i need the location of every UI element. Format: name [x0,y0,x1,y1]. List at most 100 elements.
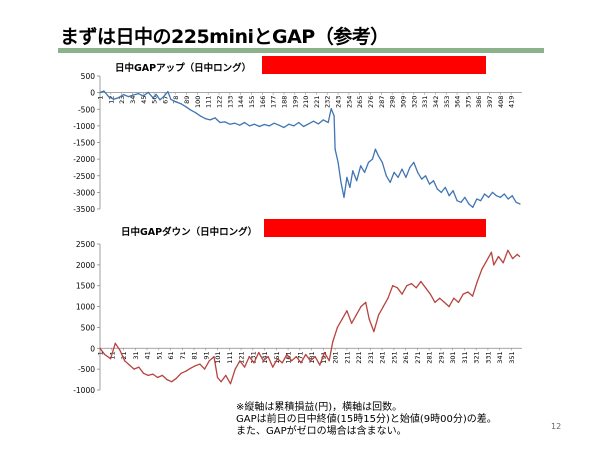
chart-2-data-point [239,360,241,362]
chart-2-x-tick-label: 171 [296,351,304,363]
chart-2-x-tick-label: 21 [120,351,128,359]
chart-1-x-tick-label: 78 [172,96,180,104]
chart-2-data-point [365,301,367,303]
chart-1-data-point [147,91,149,93]
chart-1-data-point [464,196,466,198]
chart-2-data-point [425,287,427,289]
chart-1-data-point [278,124,280,126]
chart-2-title: 日中GAPダウン（日中ロング） [121,227,258,238]
chart-1-data-point [343,196,345,198]
chart-2-data-point [507,249,509,251]
chart-1-data-point [491,191,494,193]
chart-2-data-point [319,364,321,366]
chart-2-x-tick-label: 121 [238,351,246,363]
chart-1-x-tick-label: 12 [107,96,115,104]
chart-1-data-point [293,125,295,127]
chart-2-data-point [267,356,269,358]
chart-2-data-point [157,376,159,379]
chart-1-data-point [401,168,403,170]
chart-2-data-point [253,362,255,364]
chart-2-x-tick-label: 321 [473,351,481,363]
chart-1-data-point [288,123,290,125]
chart-2-data-point [248,356,250,358]
chart-2-data-point [472,295,474,297]
chart-1-data-point [194,112,196,114]
chart-2-data-point [332,341,334,343]
chart-2-data-point [309,360,311,362]
chart-1-data-point [219,121,221,124]
chart-1-data-point [263,123,265,126]
chart-2-x-tick-label: 271 [414,351,422,363]
chart-1-data-point [507,198,509,200]
chart-1-x-tick-label: 375 [464,96,472,108]
chart-2-x-tick-label: 351 [508,351,516,363]
chart-2-x-tick-label: 201 [332,351,340,363]
chart-1-data-point [159,99,161,101]
chart-2-data-point [476,280,478,283]
chart-1-data-point [312,120,315,122]
chart-1-data-point [167,91,169,93]
chart-2-data-point [420,280,422,283]
chart-1-data-point [440,191,442,193]
chart-1-title: 日中GAPアップ（日中ロング） [115,63,252,74]
chart-1-data-point [503,193,505,195]
chart-1-data-point [234,122,236,124]
chart-1-redaction-bar [262,56,486,74]
chart-1-x-tick-label: 254 [345,96,353,108]
chart-1-x-tick-label: 133 [226,96,234,108]
chart-1-data-point [389,181,391,183]
chart-2-data-point [138,366,140,368]
chart-1-y-tick-label: 500 [81,72,96,81]
chart-2-data-point [387,297,389,299]
chart-2-y-tick-label: -500 [78,365,95,374]
chart-1-data-point [303,125,305,128]
chart-1-x-tick-label: 100 [194,96,202,108]
chart-1-data-point [405,176,407,178]
chart-2-data-point [462,293,464,295]
chart-1-data-point [444,186,446,188]
chart-1-x-tick-label: 111 [205,96,213,108]
chart-1-data-point [209,119,211,121]
chart-1-data-point [103,90,105,92]
chart-1-data-point [132,94,134,96]
chart-1-data-point [374,148,376,150]
chart-1-data-point [224,121,226,123]
chart-1-data-point [108,96,110,98]
chart-1-y-tick-label: 0 [90,89,95,98]
chart-1-x-tick-label: 309 [399,96,407,108]
chart-1-data-point [352,170,354,172]
chart-1-data-point [127,96,130,98]
chart-2-data-point [286,353,288,356]
chart-2-x-tick-label: 131 [249,351,257,363]
chart-2-data-point [439,297,441,299]
chart-1-data-point [253,123,255,125]
footnote: ※縦軸は累積損益(円)，横軸は回数。 GAPは前日の日中終値(15時15分)と始… [236,402,497,438]
chart-1-data-point [214,117,216,119]
chart-1-x-tick-label: 408 [497,96,505,108]
chart-1-data-point [448,195,450,197]
chart-1-data-point [142,95,144,97]
chart-1-data-point [476,198,478,200]
chart-1-data-point [480,200,482,202]
chart-1-data-point [428,183,431,185]
chart-1-x-tick-label: 177 [270,96,278,108]
chart-1-data-point [340,181,342,183]
chart-2-data-point [497,255,500,258]
slide-title: まずは日中の225miniとGAP（参考） [60,26,389,48]
chart-2-y-tick-label: 2000 [76,261,95,270]
chart-1-x-tick-label: 221 [313,96,321,108]
chart-1-x-tick-label: 67 [161,96,169,104]
chart-1-x-tick-label: 265 [356,96,364,108]
chart-1-x-tick-label: 320 [410,96,418,108]
chart-2-x-tick-label: 291 [437,351,445,363]
chart-2-data-point [189,367,192,369]
chart-1-data-point [248,125,251,127]
chart-2-data-point [448,306,450,308]
chart-1-data-point [239,124,241,126]
chart-2-data-point [234,368,236,370]
chart-2-data-point [429,293,431,295]
chart-2-x-tick-label: 341 [496,351,504,363]
chart-2-x-tick-label: 101 [214,351,222,363]
chart-2-data-point [467,291,469,293]
